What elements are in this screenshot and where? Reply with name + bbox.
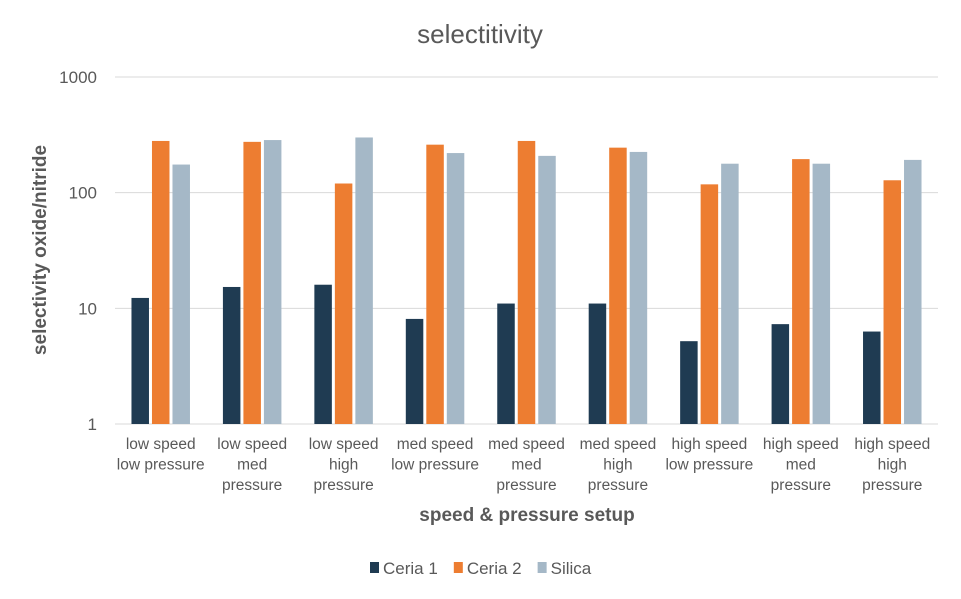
y-tick-label: 10	[78, 299, 97, 318]
bar	[700, 184, 719, 424]
x-category-label: high speed med pressure	[763, 436, 839, 494]
bar	[904, 159, 922, 424]
bar	[609, 147, 627, 424]
x-category-label-line: high	[603, 457, 632, 474]
x-category-label-line: med	[786, 457, 816, 474]
x-category-label-line: pressure	[222, 477, 282, 494]
x-category-label-line: high speed	[854, 436, 930, 453]
bar	[314, 284, 332, 424]
y-tick-label: 100	[69, 184, 97, 203]
x-category-label-line: pressure	[588, 477, 648, 494]
x-category-label-line: high speed	[763, 436, 839, 453]
y-axis-title: selectivity oxide/nitride	[30, 145, 51, 355]
x-category-label: med speed high pressure	[580, 436, 657, 494]
x-category-label-line: med speed	[397, 436, 474, 453]
bar	[131, 297, 149, 424]
bar	[721, 163, 739, 424]
y-tick-label: 1000	[59, 68, 97, 87]
bar	[588, 303, 607, 424]
x-category-label-line: low pressure	[391, 457, 479, 474]
x-category-label-line: pressure	[771, 477, 831, 494]
x-category-label-line: high	[878, 457, 907, 474]
bar	[517, 140, 536, 425]
bar	[446, 153, 465, 424]
bar	[172, 164, 190, 424]
legend: Ceria 1 Ceria 2 Silica	[370, 559, 592, 578]
x-category-label-line: pressure	[313, 477, 373, 494]
chart-title: selectitivity	[417, 19, 543, 49]
x-category-label-line: high	[329, 457, 358, 474]
bar	[355, 137, 373, 424]
x-category-label-line: med speed	[580, 436, 657, 453]
bar	[792, 159, 810, 424]
x-category-labels: low speed low pressure low speed med pressur…	[117, 436, 930, 494]
x-axis-title: speed & pressure setup	[419, 505, 634, 526]
y-tick-label: 1	[88, 415, 97, 434]
bar	[863, 331, 881, 424]
bar	[243, 141, 261, 424]
x-category-label: low speed low pressure	[117, 436, 205, 474]
bar	[497, 303, 515, 424]
x-category-label: med speed med pressure	[488, 436, 565, 494]
legend-swatch	[537, 562, 547, 573]
x-category-label-line: low pressure	[117, 457, 205, 474]
legend-swatch	[370, 562, 379, 573]
x-category-label-line: pressure	[862, 477, 922, 494]
x-category-label: high speed high pressure	[854, 436, 930, 494]
x-category-label-line: high speed	[671, 436, 747, 453]
legend-label: Ceria 1	[383, 559, 438, 578]
legend-swatch	[453, 562, 463, 573]
legend-label: Ceria 2	[467, 559, 522, 578]
x-category-label: high speed low pressure	[665, 436, 753, 474]
x-category-label: med speed low pressure	[391, 436, 479, 474]
legend-label: Silica	[551, 559, 592, 578]
x-category-label-line: low pressure	[665, 457, 753, 474]
bar	[883, 180, 902, 424]
bar	[334, 183, 353, 424]
bar	[426, 144, 444, 424]
x-category-label-line: low speed	[126, 436, 196, 453]
x-category-label-line: low speed	[309, 436, 379, 453]
bar	[538, 155, 556, 425]
x-category-label-line: pressure	[496, 477, 556, 494]
bar	[151, 140, 170, 425]
bar	[263, 140, 282, 424]
x-category-label-line: low speed	[217, 436, 287, 453]
x-category-label-line: med	[511, 457, 541, 474]
x-category-label-line: med speed	[488, 436, 565, 453]
x-category-label: low speed med pressure	[217, 436, 287, 494]
x-category-label: low speed high pressure	[309, 436, 379, 494]
bar	[222, 286, 241, 424]
bar	[812, 163, 831, 424]
bar	[771, 324, 790, 424]
bars	[131, 137, 922, 425]
x-category-label-line: med	[237, 457, 267, 474]
bar	[680, 341, 698, 424]
y-tick-labels: 1 10 100 1000	[59, 68, 97, 434]
bar	[405, 318, 424, 424]
bar	[629, 151, 648, 424]
